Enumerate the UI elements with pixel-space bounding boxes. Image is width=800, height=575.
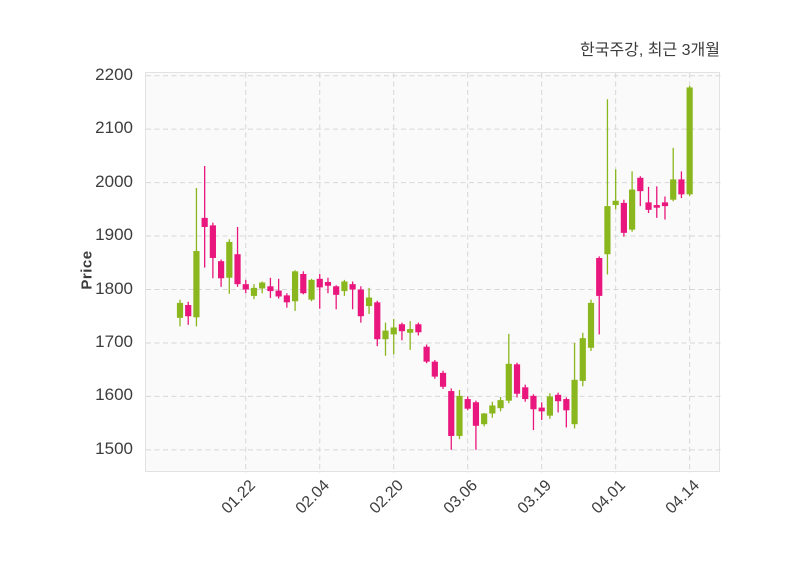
candle-body-down bbox=[464, 399, 471, 409]
candlestick-plot-svg bbox=[146, 73, 721, 473]
candle-body-up bbox=[686, 87, 693, 195]
candle-body-up bbox=[546, 396, 553, 416]
candle-body-down bbox=[357, 289, 364, 317]
candle-body-up bbox=[505, 363, 512, 401]
candle-body-up bbox=[481, 413, 488, 425]
y-tick-label: 1600 bbox=[95, 385, 133, 405]
candle-body-down bbox=[439, 372, 447, 387]
candle-body-down bbox=[530, 395, 537, 410]
candle-body-down bbox=[513, 364, 521, 394]
candle-body-down bbox=[645, 202, 652, 210]
candle-body-up bbox=[382, 330, 389, 340]
candle-body-down bbox=[234, 254, 241, 285]
candle-body-up bbox=[571, 379, 578, 425]
candle-body-down bbox=[324, 282, 332, 286]
x-tick-label: 01.22 bbox=[218, 477, 259, 518]
candle-body-down bbox=[267, 286, 274, 292]
candle-body-down bbox=[218, 261, 225, 279]
candle-body-up bbox=[579, 338, 586, 381]
candle-body-down bbox=[661, 202, 669, 207]
x-tick-label: 04.01 bbox=[588, 477, 629, 518]
candle-body-down bbox=[242, 284, 249, 290]
candle-body-up bbox=[176, 302, 184, 318]
candle-body-down bbox=[563, 399, 570, 411]
candle-body-up bbox=[193, 251, 200, 318]
candle-body-down bbox=[333, 286, 340, 295]
candle-body-up bbox=[259, 282, 266, 289]
x-tick-label: 02.20 bbox=[366, 477, 407, 518]
candle-body-up bbox=[489, 405, 496, 414]
candle-body-down bbox=[538, 407, 545, 412]
candle-body-down bbox=[201, 217, 208, 227]
candle-body-down bbox=[620, 202, 627, 233]
candle-body-down bbox=[283, 295, 290, 303]
candle-body-up bbox=[407, 329, 414, 333]
candle-body-up bbox=[604, 206, 611, 255]
candle-body-up bbox=[670, 179, 677, 200]
x-tick-label: 04.14 bbox=[662, 477, 703, 518]
y-tick-label: 2000 bbox=[95, 171, 133, 191]
y-tick-label: 2200 bbox=[95, 64, 133, 84]
candle-body-up bbox=[250, 287, 258, 296]
candle-body-down bbox=[398, 324, 406, 332]
y-tick-label: 1700 bbox=[95, 331, 133, 351]
candle-body-up bbox=[341, 281, 348, 292]
candle-body-up bbox=[226, 241, 233, 278]
y-tick-label: 1500 bbox=[95, 438, 133, 458]
candle-body-up bbox=[587, 302, 595, 348]
candle-body-down bbox=[472, 402, 480, 426]
y-tick-label: 1900 bbox=[95, 225, 133, 245]
candle-body-down bbox=[275, 290, 282, 297]
candle-body-up bbox=[456, 395, 463, 436]
candle-body-down bbox=[637, 177, 644, 192]
x-tick-label: 03.06 bbox=[440, 477, 481, 518]
candle-body-down bbox=[431, 361, 438, 377]
candle-body-down bbox=[316, 278, 323, 288]
candle-body-up bbox=[291, 271, 299, 302]
candle-body-down bbox=[423, 346, 430, 362]
candle-body-down bbox=[555, 394, 562, 402]
candle-body-down bbox=[596, 257, 603, 296]
candle-body-down bbox=[374, 302, 381, 340]
candle-body-down bbox=[415, 324, 422, 333]
x-tick-label: 02.04 bbox=[292, 477, 333, 518]
candle-body-down bbox=[522, 387, 529, 400]
candle-body-down bbox=[678, 179, 685, 195]
candle-body-down bbox=[209, 225, 216, 258]
x-tick-label: 03.19 bbox=[514, 477, 555, 518]
candle-body-down bbox=[300, 273, 307, 294]
chart-title: 한국주강, 최근 3개월 bbox=[580, 42, 720, 59]
plot-area bbox=[145, 72, 721, 473]
candle-body-down bbox=[185, 305, 192, 317]
y-tick-label: 2100 bbox=[95, 118, 133, 138]
candle-body-down bbox=[448, 391, 455, 436]
candle-body-up bbox=[629, 189, 636, 230]
candle-body-up bbox=[612, 200, 619, 206]
candle-body-up bbox=[497, 400, 504, 409]
candle-body-down bbox=[653, 205, 660, 208]
candle-body-up bbox=[365, 297, 373, 307]
y-tick-label: 1800 bbox=[95, 278, 133, 298]
candle-body-up bbox=[390, 327, 397, 335]
candle-body-up bbox=[308, 279, 315, 300]
candle-body-down bbox=[349, 284, 356, 290]
